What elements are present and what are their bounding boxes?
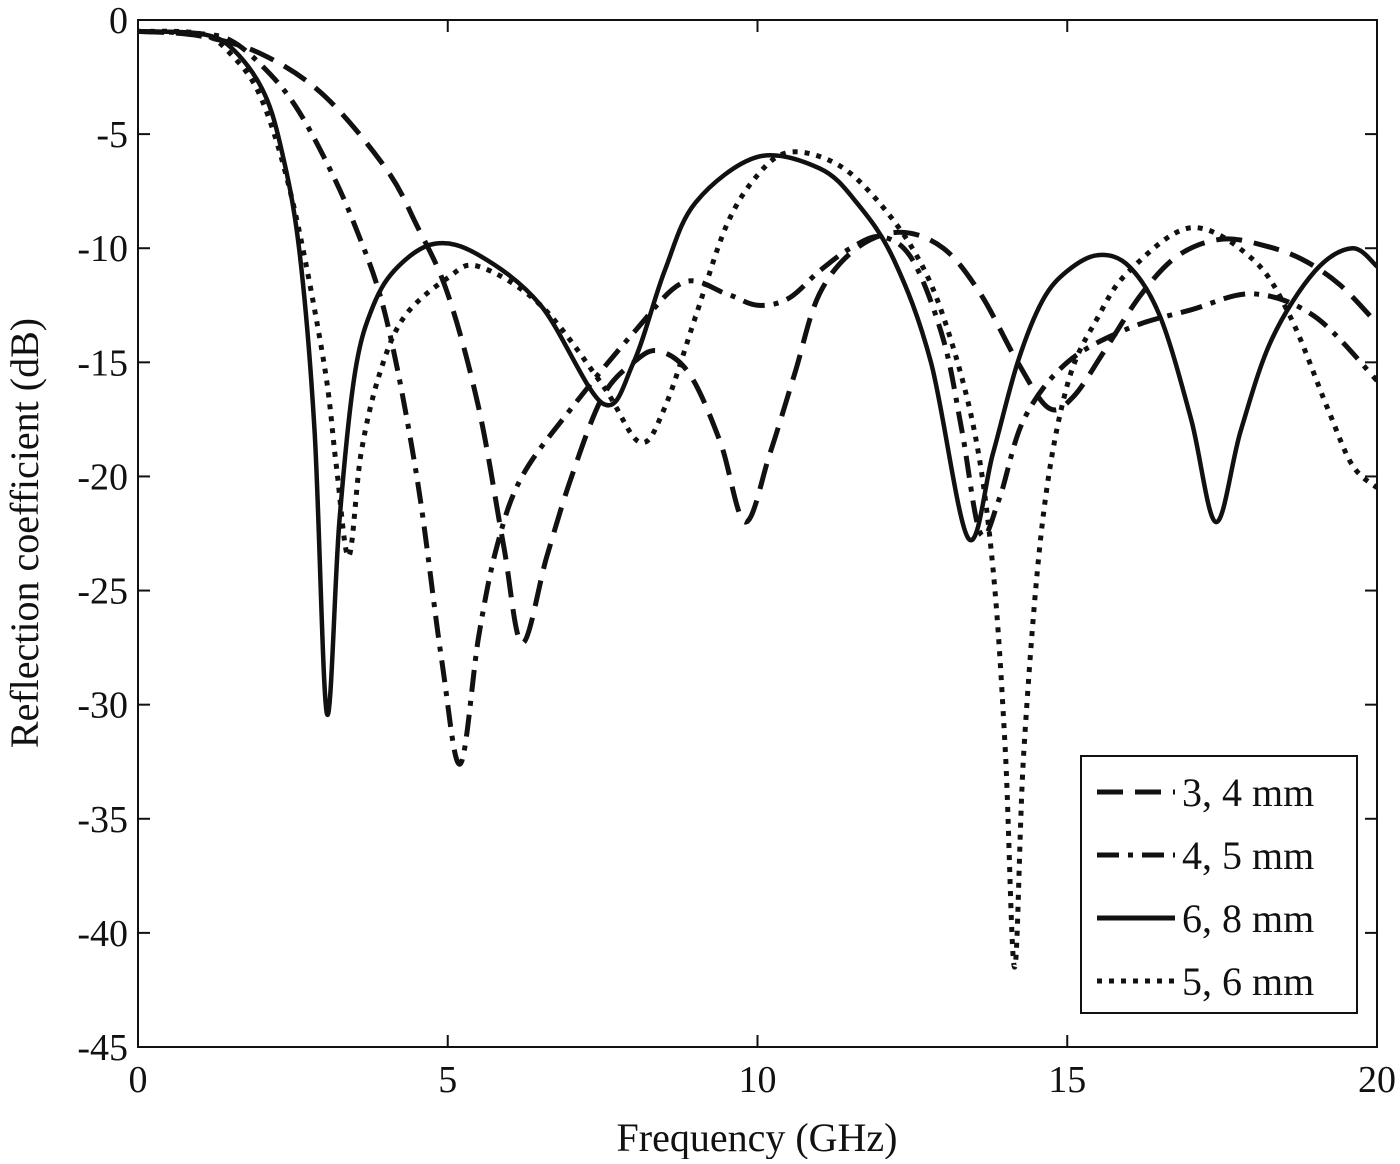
series-line-0 (138, 28, 1377, 646)
x-tick-label: 10 (739, 1059, 777, 1101)
legend-label-3: 5, 6 mm (1182, 959, 1314, 1004)
legend: 3, 4 mm 4, 5 mm 6, 8 mm 5, 6 mm (1080, 755, 1358, 1014)
legend-label-2: 6, 8 mm (1182, 896, 1314, 941)
x-tick-label: 15 (1048, 1059, 1086, 1101)
y-tick-label: -20 (77, 456, 128, 498)
series-lines (138, 28, 1377, 970)
legend-label-1: 4, 5 mm (1182, 833, 1314, 878)
y-tick-label: -10 (77, 228, 128, 270)
y-tick-label: -25 (77, 571, 128, 613)
y-tick-label: -15 (77, 342, 128, 384)
x-tick-label: 5 (438, 1059, 457, 1101)
y-tick-label: -30 (77, 685, 128, 727)
x-axis-label: Frequency (GHz) (617, 1115, 898, 1159)
y-tick-label: -5 (96, 114, 128, 156)
y-tick-label: -40 (77, 913, 128, 955)
series-line-3 (138, 28, 1377, 970)
legend-box (1080, 755, 1358, 1014)
y-tick-label: -45 (77, 1027, 128, 1069)
y-tick-label: 0 (109, 0, 128, 42)
x-tick-label: 0 (129, 1059, 148, 1101)
series-line-2 (138, 29, 1377, 717)
axis-ticks: 0 5 10 15 20 0 -5 -10 -15 -20 -25 -30 -35 -40 -45 (77, 0, 1396, 1101)
y-axis-label: Reflection coefficient (dB) (2, 318, 47, 748)
y-tick-label: -35 (77, 799, 128, 841)
x-tick-label: 20 (1358, 1059, 1396, 1101)
legend-label-0: 3, 4 mm (1182, 770, 1314, 815)
